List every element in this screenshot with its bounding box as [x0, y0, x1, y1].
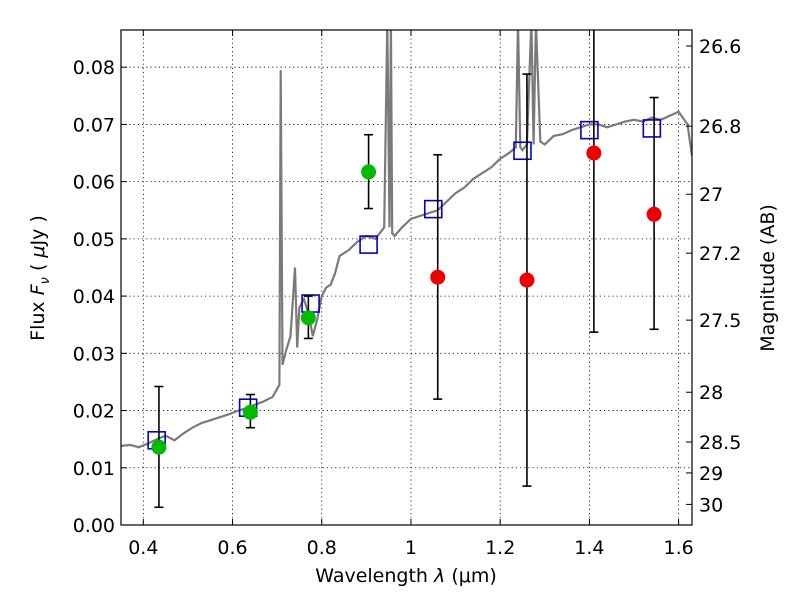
- plot-frame: [120, 29, 693, 526]
- y-tick-label: 0.07: [73, 114, 115, 136]
- y2-tick-label: 29: [699, 463, 723, 485]
- x-axis-label-text: Wavelength: [315, 565, 428, 587]
- photometry-point: [519, 272, 535, 288]
- x-axis-unit: (μm): [451, 565, 496, 587]
- y-tick-label: 0.03: [73, 343, 115, 365]
- axis-ticks: 0.4 0.6 0.8 1 1.2 1.4 1.6 0.00 0.01 0.02 0.03 0.04 0…: [73, 30, 741, 559]
- y2-tick-label: 26.8: [699, 116, 741, 138]
- y2-tick-label: 27.5: [699, 310, 741, 332]
- x-axis-symbol: λ: [433, 565, 445, 587]
- x-axis-title: Wavelength λ (μm): [315, 565, 496, 587]
- x-tick-label: 1.4: [574, 537, 604, 559]
- x-tick-label: 1.6: [664, 537, 694, 559]
- photometry-point: [361, 164, 377, 180]
- photometry-point: [300, 310, 316, 326]
- y2-tick-label: 28: [699, 382, 723, 404]
- y-tick-label: 0.05: [73, 229, 115, 251]
- y2-tick-label: 28.5: [699, 432, 741, 454]
- y-tick-label: 0.00: [73, 515, 115, 537]
- x-tick-label: 1: [405, 537, 417, 559]
- y-axis-subscript: ν: [38, 277, 53, 284]
- model-square-marker: [513, 141, 532, 161]
- x-tick-label: 1.2: [485, 537, 515, 559]
- model-square-marker: [642, 119, 662, 138]
- y-tick-label: 0.01: [73, 458, 115, 480]
- model-square-marker: [580, 120, 599, 140]
- x-tick-label: 0.4: [128, 537, 158, 559]
- photometry-point: [586, 145, 602, 161]
- grid: [121, 30, 692, 526]
- y-axis-unit-mu: μ: [27, 245, 49, 258]
- data-markers: [147, 30, 662, 509]
- y2-tick-label: 27.2: [699, 243, 741, 265]
- y-tick-label: 0.08: [73, 57, 115, 79]
- y-tick-label: 0.04: [73, 286, 115, 308]
- y2-axis-title: Magnitude (AB): [757, 204, 779, 352]
- y2-tick-label: 26.6: [699, 36, 741, 58]
- y-tick-label: 0.02: [73, 401, 115, 423]
- y-axis-unit-rest: Jy ): [27, 215, 49, 246]
- y-axis-symbol: F: [27, 283, 49, 295]
- model-spectrum-line: [121, 30, 692, 449]
- plot-area: [121, 30, 692, 509]
- y2-tick-label: 30: [699, 494, 723, 516]
- y-axis-label-text: Flux: [27, 301, 49, 341]
- model-square-marker: [359, 235, 378, 254]
- photometry-point: [151, 439, 167, 455]
- y-axis-title: Flux Fν ( μJy ): [27, 215, 53, 341]
- photometry-point: [242, 404, 258, 420]
- x-tick-label: 0.6: [217, 537, 247, 559]
- y2-tick-label: 27: [699, 184, 723, 206]
- photometry-point: [646, 206, 662, 222]
- photometry-point: [430, 269, 446, 285]
- x-tick-label: 0.8: [307, 537, 337, 559]
- y-tick-label: 0.06: [73, 172, 115, 194]
- model-square-marker: [423, 199, 443, 219]
- y-axis-unit-open: (: [27, 264, 49, 271]
